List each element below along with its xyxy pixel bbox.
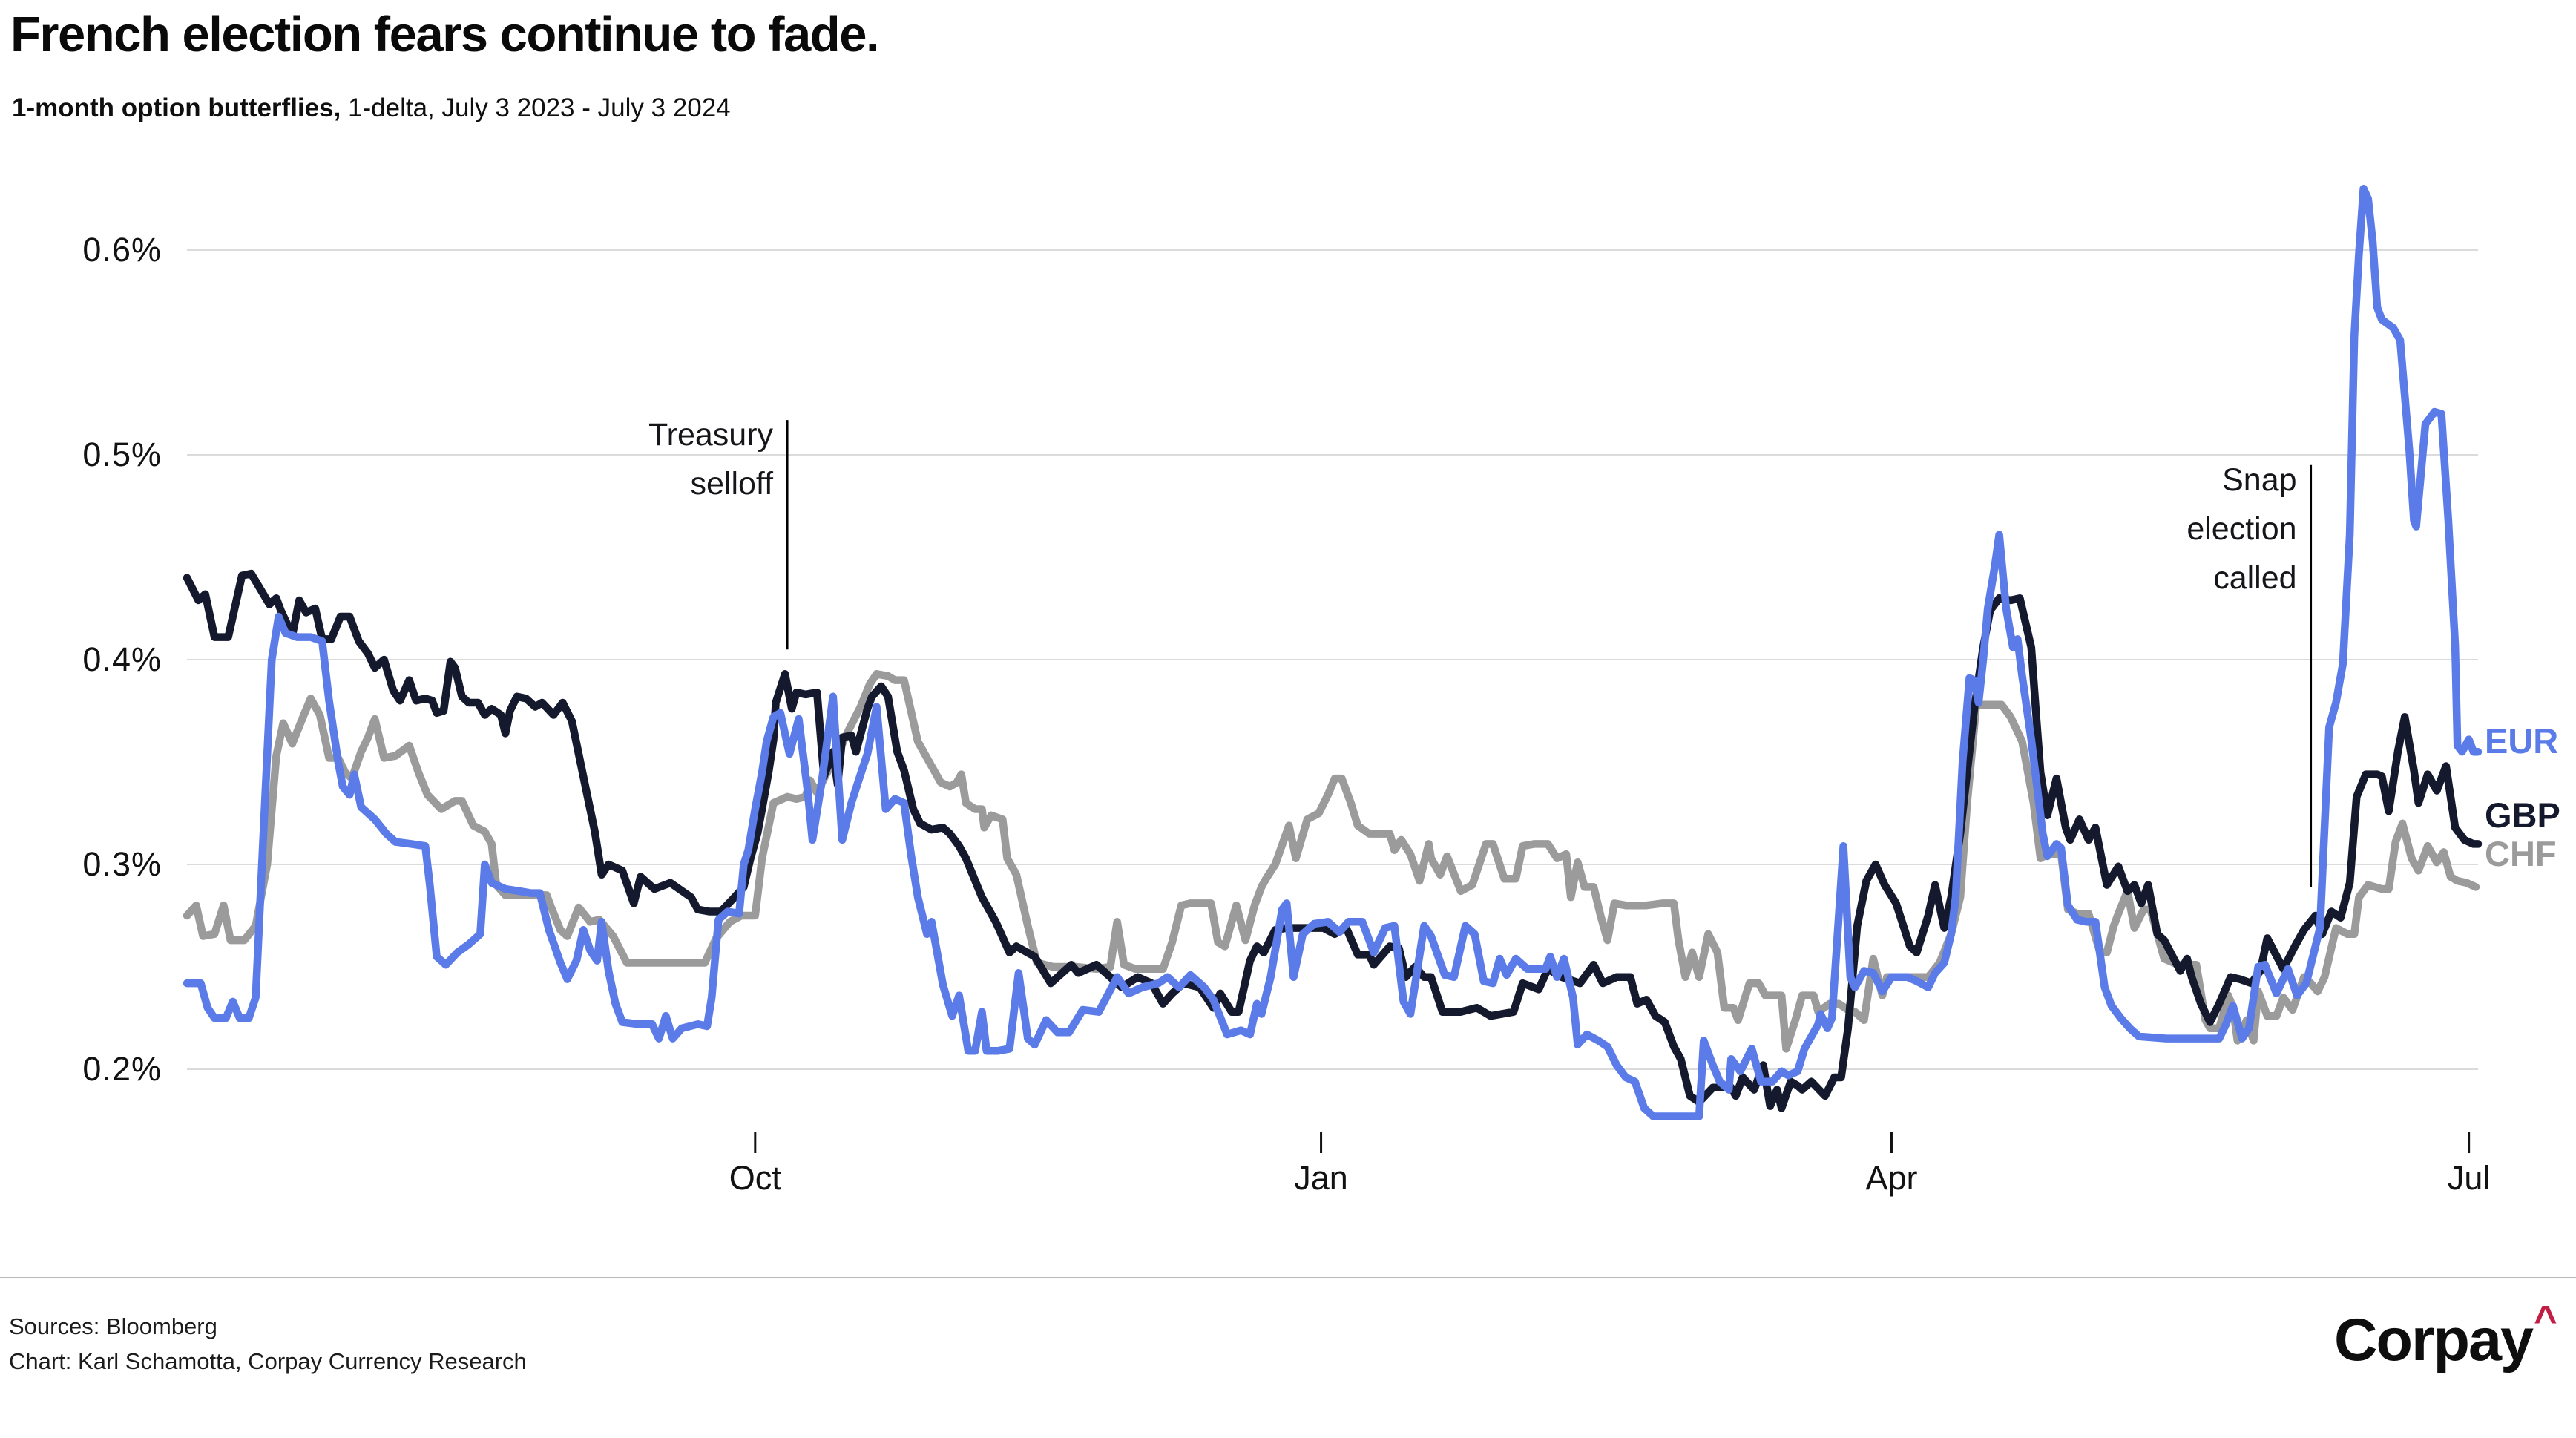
x-tick-label-oct: Oct bbox=[729, 1159, 781, 1197]
series-line-eur bbox=[183, 184, 2483, 1120]
credit-line: Chart: Karl Schamotta, Corpay Currency R… bbox=[9, 1348, 527, 1374]
annotation-text-snap-election-called: Snap election called bbox=[1882, 456, 2297, 603]
series-label-chf: CHF bbox=[2485, 834, 2557, 874]
footer-divider bbox=[0, 1277, 2576, 1278]
chart-subtitle: 1-month option butterflies, 1-delta, Jul… bbox=[12, 93, 731, 123]
y-tick-label-0.2%: 0.2% bbox=[82, 1050, 162, 1088]
x-tick-label-jan: Jan bbox=[1294, 1159, 1348, 1197]
x-tick-label-jul: Jul bbox=[2447, 1159, 2491, 1197]
y-tick-label-0.5%: 0.5% bbox=[82, 436, 162, 473]
corpay-caret-icon: ^ bbox=[2534, 1298, 2557, 1342]
y-tick-label-0.4%: 0.4% bbox=[82, 640, 162, 678]
subtitle-bold-text: 1-month option butterflies, bbox=[12, 93, 341, 122]
y-tick-label-0.6%: 0.6% bbox=[82, 231, 162, 269]
annotation-text-line: Snap bbox=[2222, 462, 2297, 498]
series-line-chf bbox=[183, 670, 2480, 1053]
annotation-text-line: selloff bbox=[690, 466, 774, 502]
annotation-text-treasury-selloff: Treasury selloff bbox=[358, 410, 773, 508]
series-label-eur: EUR bbox=[2485, 721, 2559, 761]
y-tick-label-0.3%: 0.3% bbox=[82, 845, 162, 883]
sources-line: Sources: Bloomberg bbox=[9, 1313, 217, 1339]
series-label-gbp: GBP bbox=[2485, 795, 2560, 835]
corpay-logo: Corpay^ bbox=[2334, 1298, 2557, 1375]
corpay-wordmark: Corpay bbox=[2334, 1307, 2534, 1373]
x-tick-label-apr: Apr bbox=[1865, 1159, 1918, 1197]
subtitle-regular-text: 1-delta, July 3 2023 - July 3 2024 bbox=[341, 93, 731, 122]
annotation-text-line: Treasury bbox=[648, 417, 774, 453]
annotation-text-line: election bbox=[2186, 510, 2297, 547]
annotation-text-line: called bbox=[2213, 559, 2297, 596]
page-title: French election fears continue to fade. bbox=[10, 7, 880, 62]
